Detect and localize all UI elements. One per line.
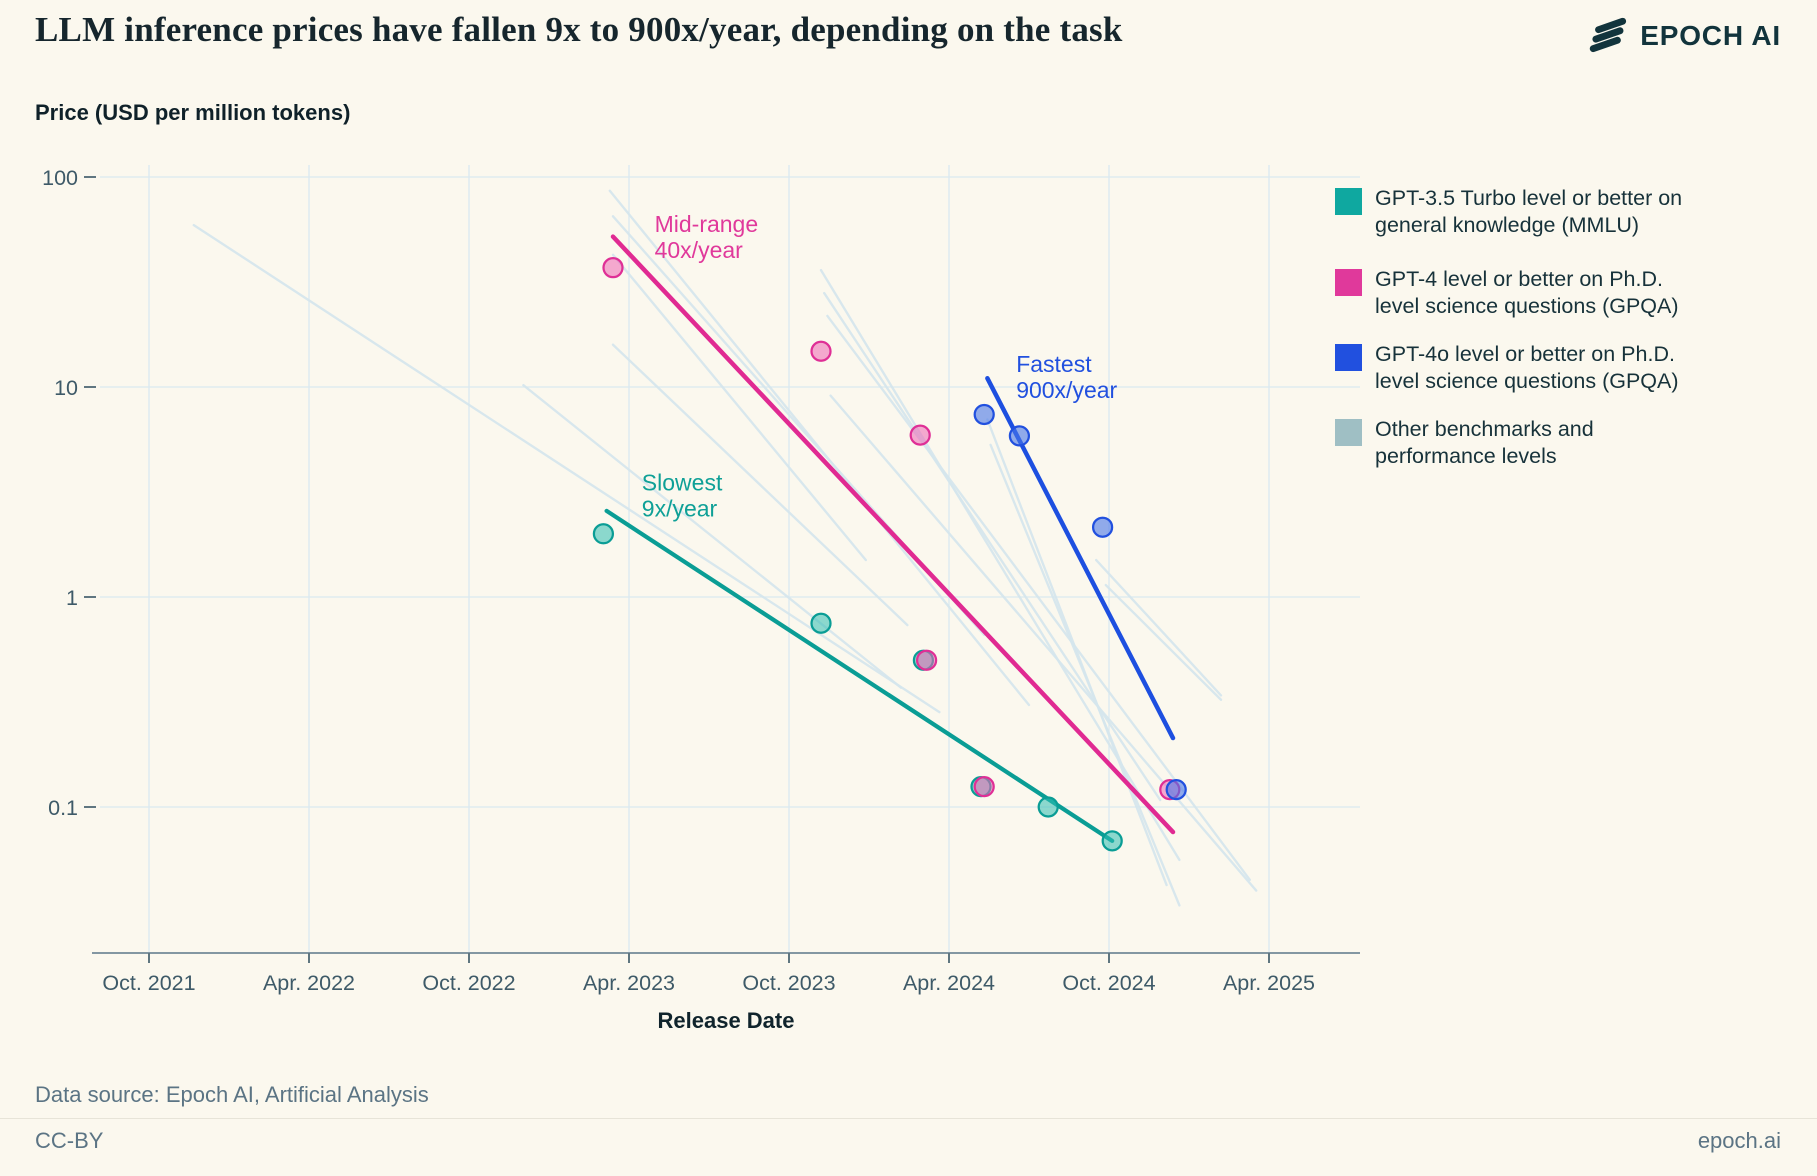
data-point-series-0: [1101, 830, 1123, 852]
data-point-series-1: [810, 340, 832, 362]
epoch-ai-logo: EPOCH AI: [1589, 16, 1781, 56]
other-benchmark-line: [611, 253, 867, 562]
license-label: CC-BY: [35, 1128, 104, 1153]
legend-swatch-pink: [1335, 269, 1362, 296]
x-tick-label: Apr. 2025: [1223, 971, 1315, 995]
footer-divider: [0, 1118, 1817, 1119]
data-point-series-2: [1008, 425, 1031, 447]
y-tick-label: 1: [66, 586, 78, 610]
legend-item-other: Other benchmarks and performance levels: [1335, 416, 1594, 470]
y-tick-label: 10: [54, 376, 78, 400]
x-tick-label: Apr. 2024: [903, 971, 995, 995]
data-point-series-1: [973, 776, 995, 798]
data-point-series-0: [592, 523, 615, 545]
other-benchmark-line: [823, 291, 1162, 802]
epoch-logo-icon: [1590, 17, 1627, 53]
x-tick-label: Apr. 2022: [263, 971, 355, 995]
data-point-series-0: [1037, 796, 1059, 818]
brand-name: EPOCH AI: [1640, 20, 1781, 51]
other-benchmark-line: [1094, 558, 1223, 697]
trend-annotation: Mid-range 40x/year: [655, 211, 759, 263]
x-tick-label: Oct. 2021: [102, 971, 195, 995]
legend-label: Other benchmarks and: [1375, 417, 1594, 441]
page-title: LLM inference prices have fallen 9x to 9…: [35, 10, 1123, 49]
legend-label: level science questions (GPQA): [1375, 294, 1679, 318]
y-tick-label: 0.1: [48, 796, 78, 820]
trend-annotation: Slowest 9x/year: [642, 470, 723, 522]
data-point-series-1: [909, 424, 931, 446]
legend-label: GPT-3.5 Turbo level or better on: [1375, 186, 1683, 210]
other-benchmark-line: [989, 443, 1181, 907]
other-benchmark-line: [611, 343, 909, 627]
trend-annotation: Fastest 900x/year: [1016, 351, 1117, 403]
trend-line-slowest: [604, 508, 1115, 843]
y-axis-title: Price (USD per million tokens): [35, 100, 351, 125]
data-source: Data source: Epoch AI, Artificial Analys…: [35, 1082, 429, 1107]
other-benchmark-line: [1104, 583, 1223, 701]
legend-label: general knowledge (MMLU): [1375, 213, 1640, 237]
data-point-series-2: [1091, 516, 1114, 538]
legend-swatch-blue: [1335, 344, 1362, 371]
x-axis-title: Release Date: [657, 1008, 795, 1033]
other-benchmark-line: [986, 418, 1168, 887]
data-point-series-1: [602, 257, 624, 279]
data-point-series-2: [973, 403, 995, 426]
legend-label: GPT-4 level or better on Ph.D.: [1375, 267, 1663, 291]
x-tick-label: Apr. 2023: [583, 971, 675, 995]
data-point-series-1: [915, 649, 938, 671]
other-benchmark-line: [522, 383, 903, 689]
legend-item-gpt35: GPT-3.5 Turbo level or better on general…: [1335, 185, 1682, 239]
data-point-series-2: [1165, 778, 1187, 801]
x-tick-label: Oct. 2024: [1062, 971, 1155, 995]
y-tick-label: 100: [42, 166, 78, 190]
legend-item-gpt4o: GPT-4o level or better on Ph.D. level sc…: [1335, 341, 1679, 395]
data-point-series-0: [810, 612, 832, 634]
legend-label: GPT-4o level or better on Ph.D.: [1375, 342, 1675, 366]
legend-label: performance levels: [1375, 444, 1557, 468]
legend-label: level science questions (GPQA): [1375, 369, 1679, 393]
site-link[interactable]: epoch.ai: [1697, 1128, 1781, 1153]
legend-item-gpt4: GPT-4 level or better on Ph.D. level sci…: [1335, 266, 1679, 320]
trend-line-mid-range: [610, 234, 1176, 835]
other-benchmark-line: [829, 394, 1258, 892]
legend-swatch-gray: [1335, 419, 1362, 446]
x-tick-label: Oct. 2023: [742, 971, 835, 995]
legend-swatch-teal: [1335, 188, 1362, 215]
x-tick-label: Oct. 2022: [422, 971, 515, 995]
